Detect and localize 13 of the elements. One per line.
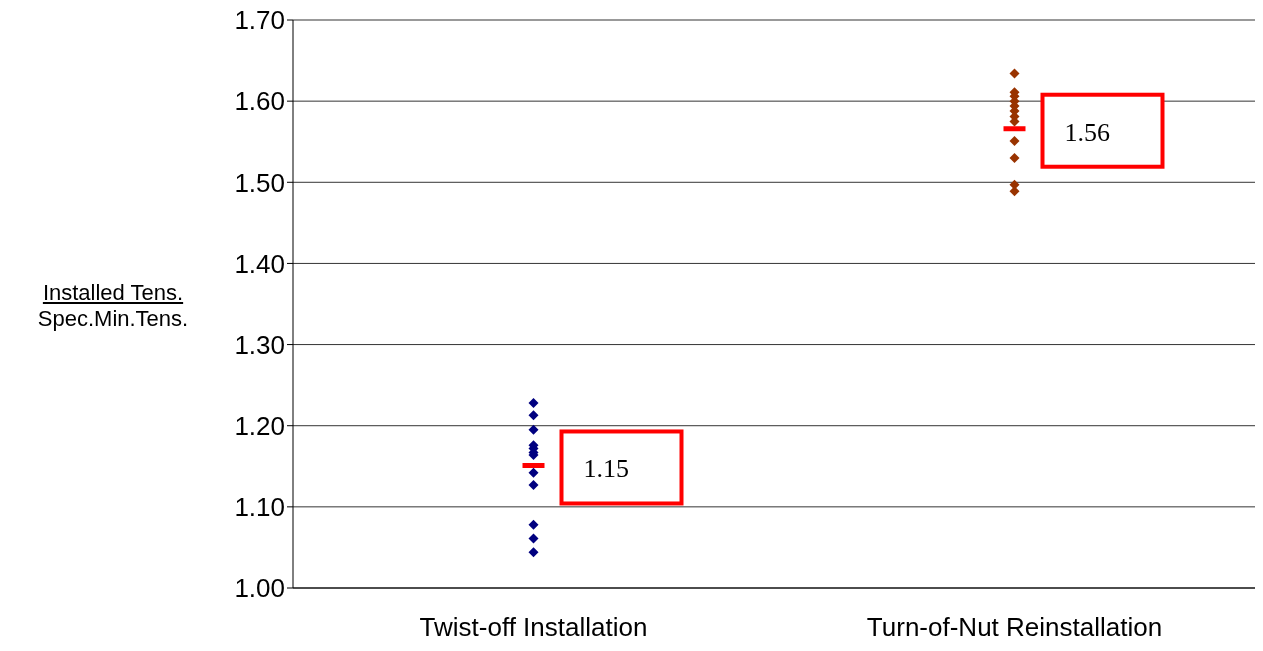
x-tick-label: Twist-off Installation [419, 612, 648, 643]
x-tick-label: Turn-of-Nut Reinstallation [866, 612, 1163, 643]
y-tick-label: 1.60 [234, 86, 285, 117]
y-tick-label: 1.30 [234, 329, 285, 360]
annotation: 1.15 [583, 454, 629, 484]
y-axis-title: Installed Tens. Spec.Min.Tens. [36, 280, 190, 332]
y-tick-label: 1.70 [234, 5, 285, 36]
annotation: 1.56 [1064, 117, 1110, 147]
y-tick-label: 1.00 [234, 573, 285, 604]
y-tick-label: 1.10 [234, 492, 285, 523]
y-tick-label: 1.40 [234, 248, 285, 279]
y-tick-label: 1.20 [234, 410, 285, 441]
y-tick-label: 1.50 [234, 167, 285, 198]
